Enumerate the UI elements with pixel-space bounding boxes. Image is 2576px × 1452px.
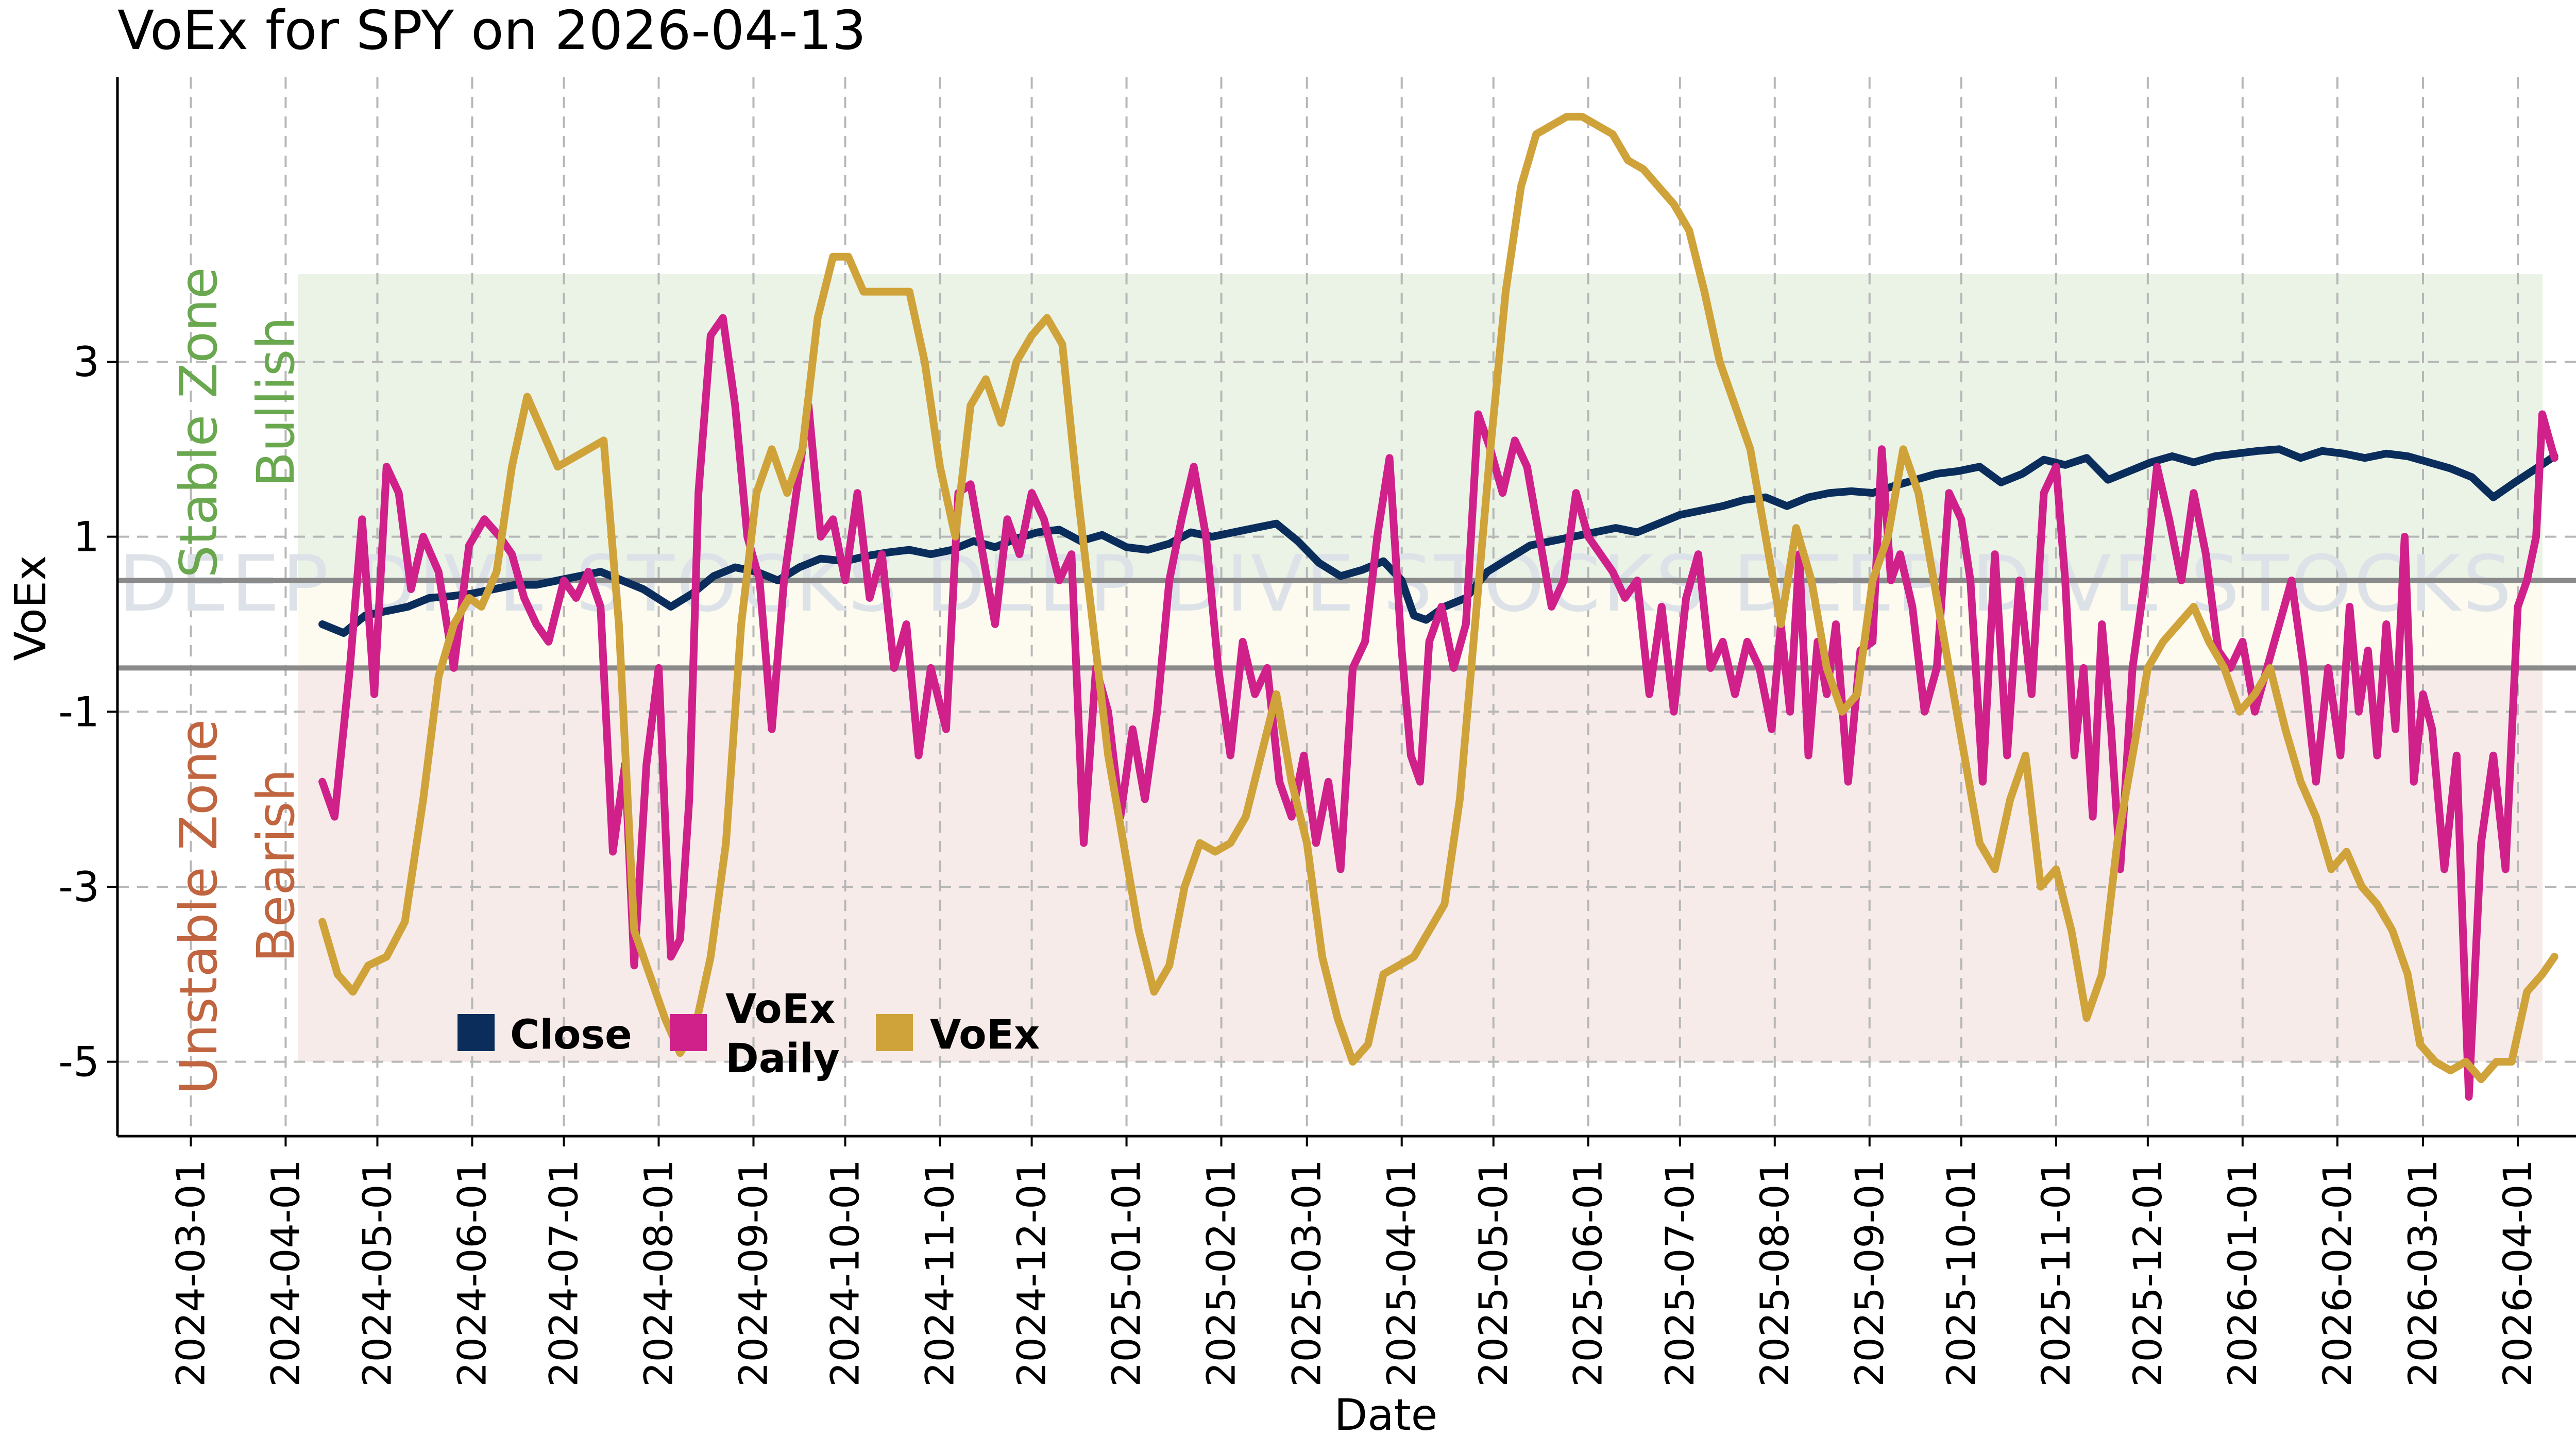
x-tick-label-1: 2024-04-01 [262,1159,308,1387]
zone-labels: Stable Zone Bullish Unstable Zone Bearis… [168,267,306,1094]
series-layer [318,112,2558,1101]
x-tick-label-13: 2025-04-01 [1379,1159,1425,1387]
axes: -5 -3 -1 1 3 2024-03-01 2024-04-01 2024-05-01 20… [58,77,2576,1387]
x-tick-label-8: 2024-11-01 [917,1159,963,1387]
x-tick-label-5: 2024-08-01 [635,1159,681,1387]
x-tick-label-20: 2025-11-01 [2033,1159,2079,1387]
x-axis-label: Date [1334,1390,1438,1440]
x-tick-label-3: 2024-06-01 [449,1159,495,1387]
series-line-voex [318,112,2558,1084]
x-tick-label-7: 2024-10-01 [822,1159,868,1387]
x-tick-label-25: 2026-04-01 [2495,1159,2540,1387]
watermark-layer: DEEP DIVE STOCKS DEEP DIVE STOCKS DEEP D… [118,539,2514,629]
y-tick-label-1: -3 [58,863,99,911]
chart-title: VoEx for SPY on 2026-04-13 [117,0,866,62]
x-tick-label-4: 2024-07-01 [541,1159,587,1387]
x-tick-label-16: 2025-07-01 [1657,1159,1703,1387]
grid-lines [117,77,2576,1136]
x-tick-label-2: 2024-05-01 [354,1159,400,1387]
unstable-zone-label: Unstable Zone [168,719,229,1094]
bullish-label: Bullish [246,317,306,487]
x-tick-label-14: 2025-05-01 [1470,1159,1516,1387]
x-tick-label-21: 2025-12-01 [2125,1159,2171,1387]
legend-swatch-voex [876,1014,913,1051]
x-tick-label-24: 2026-03-01 [2400,1159,2446,1387]
legend-label-close: Close [510,1012,632,1058]
x-tick-label-22: 2026-01-01 [2219,1159,2265,1387]
legend-swatch-voex-daily [670,1014,707,1051]
x-tick-label-0: 2024-03-01 [167,1159,213,1387]
y-tick-label-0: -5 [58,1038,99,1086]
zone-band-1 [298,580,2543,668]
legend-label-voex-daily: VoEx Daily [725,986,849,1082]
y-axis-label: VoEx [5,555,56,661]
x-tick-label-10: 2025-01-01 [1104,1159,1149,1387]
y-tick-label-4: 3 [73,338,99,386]
x-tick-label-11: 2025-02-01 [1198,1159,1244,1387]
x-tick-label-17: 2025-08-01 [1752,1159,1798,1387]
x-tick-label-9: 2024-12-01 [1009,1159,1055,1387]
legend-swatch-close [457,1014,495,1051]
x-tick-label-12: 2025-03-01 [1284,1159,1330,1387]
x-tick-label-15: 2025-06-01 [1565,1159,1611,1387]
x-tick-label-18: 2025-09-01 [1846,1159,1892,1387]
x-tick-label-23: 2026-02-01 [2314,1159,2360,1387]
x-tick-label-6: 2024-09-01 [730,1159,776,1387]
legend: Close VoEx Daily VoEx [457,986,1040,1082]
y-tick-label-3: 1 [73,513,99,561]
legend-label-voex-daily-line1: VoEx [725,986,835,1033]
legend-label-voex-daily-line2: Daily [725,1036,840,1082]
bearish-label: Bearish [246,769,306,963]
stable-zone-label: Stable Zone [168,267,229,578]
watermark-text: DEEP DIVE STOCKS DEEP DIVE STOCKS DEEP D… [118,539,2514,629]
x-tick-label-19: 2025-10-01 [1938,1159,1984,1387]
y-tick-label-2: -1 [58,688,99,736]
legend-label-voex: VoEx [930,1012,1040,1058]
